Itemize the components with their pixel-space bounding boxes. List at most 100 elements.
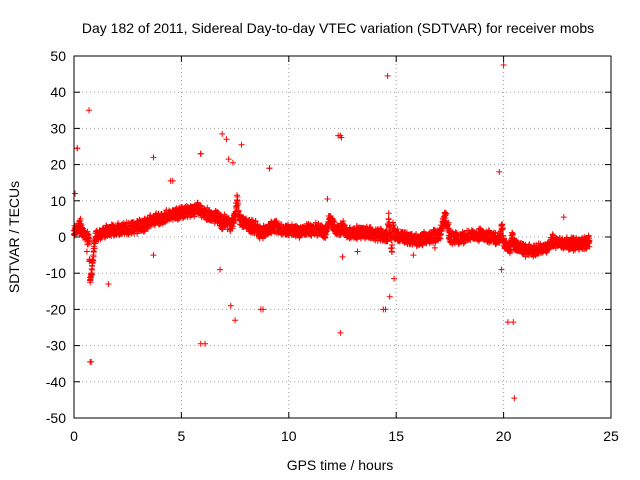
scatter-point: [167, 212, 174, 219]
outlier-point: [510, 319, 517, 326]
scatter-point: [544, 247, 551, 254]
x-tick-label: 5: [178, 428, 186, 444]
scatter-point: [146, 219, 153, 226]
x-tick-label: 15: [388, 428, 404, 444]
scatter-point: [285, 226, 292, 233]
scatter-point: [442, 212, 449, 219]
scatter-point: [360, 228, 367, 235]
scatter-point: [498, 223, 505, 230]
scatter-point: [397, 234, 404, 240]
y-tick-label: 20: [50, 157, 66, 173]
scatter-point: [391, 230, 398, 237]
outlier-point: [500, 62, 507, 69]
scatter-point: [214, 209, 221, 216]
scatter-point: [406, 235, 413, 242]
outlier-point: [223, 136, 230, 143]
outlier-point: [257, 306, 264, 313]
scatter-point: [103, 228, 110, 235]
scatter-point: [83, 248, 90, 255]
scatter-point: [232, 212, 239, 219]
outlier-point: [338, 134, 345, 141]
scatter-point: [296, 228, 303, 235]
outlier-point: [167, 177, 174, 184]
outlier-point: [227, 302, 234, 309]
y-tick-label: 40: [50, 84, 66, 100]
outlier-point: [87, 358, 94, 365]
scatter-point: [234, 192, 241, 199]
scatter-point: [560, 214, 567, 221]
scatter-point: [569, 235, 576, 242]
scatter-point: [174, 210, 181, 217]
scatter-point: [92, 234, 99, 240]
scatter-point: [509, 231, 516, 238]
plot-frame: [73, 55, 612, 419]
scatter-point: [223, 219, 230, 226]
scatter-point: [89, 262, 96, 269]
scatter-point: [446, 234, 453, 240]
scatter-point: [509, 234, 516, 240]
scatter-point: [388, 244, 395, 251]
scatter-point: [76, 223, 83, 230]
scatter-point: [90, 257, 97, 264]
x-tick-label: 0: [70, 428, 78, 444]
scatter-point: [439, 225, 446, 232]
scatter-point: [337, 228, 344, 235]
outlier-point: [219, 130, 226, 137]
scatter-point: [235, 207, 242, 214]
scatter-point: [410, 252, 417, 259]
scatter-point: [206, 212, 213, 219]
outlier-point: [197, 340, 204, 347]
scatter-point: [510, 241, 517, 248]
scatter-point: [253, 224, 260, 231]
scatter-point: [419, 242, 426, 249]
scatter-point: [389, 219, 396, 226]
scatter-point: [270, 223, 277, 230]
scatter-point: [87, 277, 94, 284]
scatter-point: [479, 232, 486, 239]
x-axis-label: GPS time / hours: [287, 457, 394, 473]
y-tick-label: -50: [46, 410, 66, 426]
scatter-point: [585, 232, 592, 239]
scatter-point: [135, 223, 142, 230]
scatter-point: [489, 234, 496, 240]
scatter-point: [277, 226, 284, 233]
scatter-point: [532, 246, 539, 253]
y-axis-label: SDTVAR / TECUs: [6, 181, 22, 293]
scatter-point: [147, 212, 154, 219]
scatter-point: [161, 214, 168, 221]
x-tick-label: 25: [603, 428, 619, 444]
scatter-point: [550, 237, 557, 244]
scatter-point: [252, 218, 259, 225]
scatter-point: [339, 223, 346, 230]
y-tick-label: 30: [50, 120, 66, 136]
scatter-point: [72, 190, 79, 197]
y-tick-label: 0: [58, 229, 66, 245]
scatter-point: [180, 208, 187, 215]
scatter-point: [444, 221, 451, 228]
outlier-point: [337, 329, 344, 336]
scatter-point: [575, 241, 582, 248]
outlier-point: [229, 159, 236, 166]
scatter-point: [385, 210, 392, 217]
scatter-point: [384, 234, 391, 240]
scatter-point: [240, 219, 247, 226]
scatter-points: [70, 62, 593, 402]
scatter-point: [236, 215, 243, 222]
scatter-point: [474, 235, 481, 242]
scatter-point: [445, 219, 452, 226]
scatter-point: [340, 217, 347, 224]
outlier-point: [150, 154, 157, 161]
outlier-point: [382, 306, 389, 313]
x-tick-label: 10: [281, 428, 297, 444]
scatter-point: [326, 215, 333, 222]
scatter-point: [86, 237, 93, 244]
scatter-point: [543, 244, 550, 251]
scatter-point: [318, 226, 325, 233]
y-tick-label: -10: [46, 265, 66, 281]
scatter-point: [453, 237, 460, 244]
scatter-point: [122, 224, 129, 231]
scatter-point: [128, 224, 135, 231]
scatter-point: [333, 226, 340, 233]
scatter-point: [247, 223, 254, 230]
scatter-point: [378, 232, 385, 239]
